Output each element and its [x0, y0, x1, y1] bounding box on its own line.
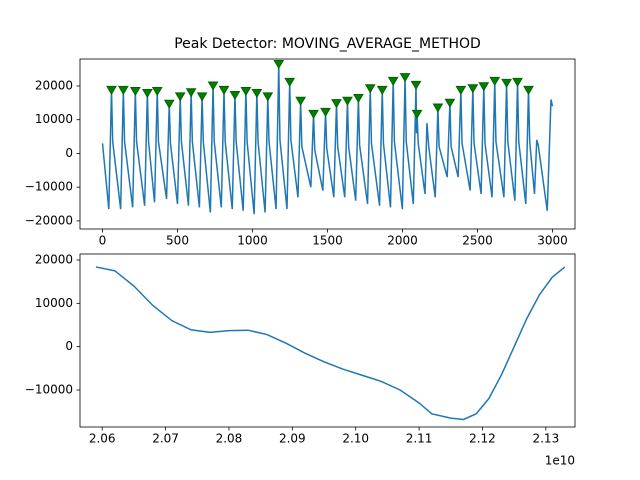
peak-marker — [196, 92, 208, 102]
y-tick-label: −20000 — [25, 213, 73, 227]
y-tick-label: −10000 — [25, 180, 73, 194]
peak-marker — [151, 86, 163, 97]
peak-marker — [478, 82, 490, 92]
y-tick-label: 20000 — [35, 253, 73, 267]
peak-marker — [141, 88, 153, 99]
peak-marker — [364, 84, 376, 94]
x-tick-label: 2.08 — [216, 432, 243, 446]
peak-marker — [501, 78, 512, 88]
y-tick-label: 0 — [65, 339, 73, 353]
y-tick-label: 20000 — [35, 78, 73, 92]
x-tick-label: 2.13 — [532, 432, 559, 446]
x-tick-label: 1500 — [312, 234, 343, 248]
peak-marker — [512, 77, 523, 87]
peak-marker — [342, 96, 353, 106]
x-tick-label: 2500 — [462, 234, 493, 248]
peak-marker — [376, 85, 388, 96]
peak-marker — [455, 85, 467, 96]
peak-marker — [320, 107, 331, 117]
peak-marker — [117, 85, 129, 96]
x-tick-label: 2.11 — [406, 432, 433, 446]
peak-marker — [273, 59, 285, 70]
chart-title: Peak Detector: MOVING_AVERAGE_METHOD — [174, 36, 481, 52]
x-tick-label: 2000 — [387, 234, 418, 248]
x-tick-label: 2.10 — [342, 432, 369, 446]
x-tick-label: 2.07 — [152, 432, 179, 446]
peak-marker — [240, 86, 252, 97]
peak-marker — [308, 109, 319, 120]
x-tick-label: 2.12 — [469, 432, 496, 446]
y-tick-label: −10000 — [25, 382, 73, 396]
peak-marker — [129, 86, 141, 97]
peak-marker — [399, 73, 411, 83]
peak-marker — [262, 92, 274, 102]
peak-marker — [432, 103, 444, 113]
peak-marker — [174, 92, 186, 102]
peak-marker — [411, 109, 423, 120]
x-tick-label: 0 — [99, 234, 107, 248]
axes-frame — [79, 253, 576, 428]
y-tick-label: 10000 — [35, 112, 73, 126]
peak-marker — [489, 76, 501, 86]
x-tick-label: 500 — [166, 234, 189, 248]
x-offset-label: 1e10 — [545, 454, 575, 468]
peak-marker — [229, 90, 241, 101]
x-tick-label: 1000 — [237, 234, 268, 248]
peak-marker — [410, 80, 422, 91]
peak-marker — [185, 88, 197, 98]
peak-marker — [331, 99, 342, 109]
peak-marker — [295, 96, 307, 106]
y-tick-label: 0 — [65, 146, 73, 160]
x-tick-label: 3000 — [537, 234, 568, 248]
data-line — [95, 266, 566, 421]
peak-marker — [218, 85, 230, 96]
data-line — [101, 64, 554, 215]
peak-marker — [284, 77, 296, 87]
x-tick-label: 2.09 — [279, 432, 306, 446]
peak-marker — [353, 94, 364, 104]
peak-marker — [467, 84, 479, 94]
x-tick-label: 2.06 — [89, 432, 116, 446]
peak-marker — [106, 85, 117, 96]
y-tick-label: 10000 — [35, 296, 73, 310]
peak-marker — [207, 81, 219, 91]
peak-marker — [163, 99, 175, 109]
peak-marker — [444, 98, 456, 108]
peak-marker — [251, 88, 263, 99]
peak-marker — [387, 76, 399, 86]
peak-marker — [523, 85, 534, 96]
